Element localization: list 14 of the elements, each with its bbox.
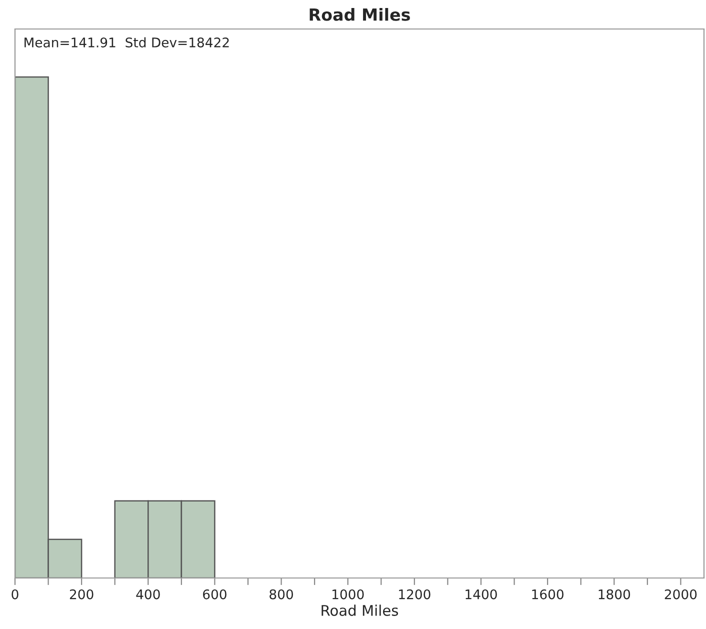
x-tick-label: 2000: [664, 589, 697, 600]
chart-title: Road Miles: [310, 8, 410, 21]
x-tick-label: 800: [270, 589, 293, 600]
x-tick-label: 1400: [466, 589, 497, 600]
x-tick-label: 600: [203, 589, 226, 600]
x-tick-label: 400: [136, 589, 160, 600]
x-tick-label: 1800: [598, 589, 630, 600]
x-tick-label: 1600: [532, 589, 564, 600]
x-tick-label: 0: [12, 589, 18, 600]
x-tick-label: 200: [70, 589, 94, 600]
x-tick-label: 1000: [332, 589, 364, 600]
x-tick-label: 1200: [399, 589, 430, 600]
x-axis-title: Road Miles: [322, 604, 398, 616]
text: Mean=141.91 Std Dev=18422: [24, 37, 229, 48]
